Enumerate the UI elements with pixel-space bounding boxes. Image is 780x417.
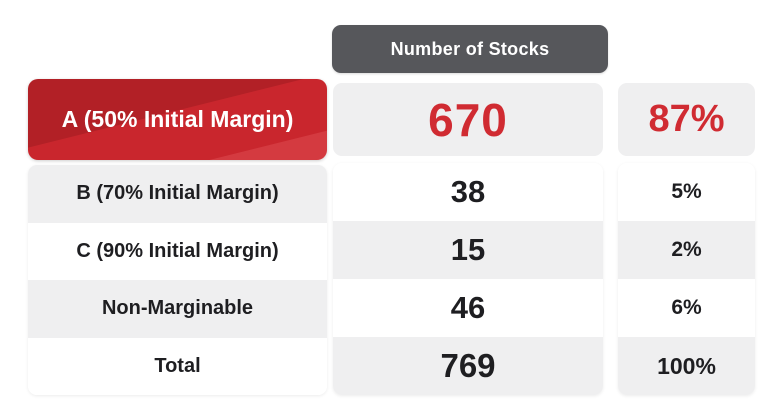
count-column: 38 15 46 769 bbox=[333, 163, 603, 395]
row-c-percent-cell: 2% bbox=[618, 221, 755, 279]
row-c-label-cell: C (90% Initial Margin) bbox=[28, 222, 327, 280]
row-nonmarginable-label-cell: Non-Marginable bbox=[28, 280, 327, 338]
row-a-count: 670 bbox=[428, 93, 508, 146]
row-total-percent-cell: 100% bbox=[618, 337, 755, 395]
number-of-stocks-header: Number of Stocks bbox=[332, 25, 608, 73]
row-nonmarginable-percent-cell: 6% bbox=[618, 279, 755, 337]
row-total-label-cell: Total bbox=[28, 337, 327, 395]
row-b-count-cell: 38 bbox=[333, 163, 603, 221]
number-of-stocks-header-label: Number of Stocks bbox=[390, 38, 550, 59]
row-nonmarginable-count-cell: 46 bbox=[333, 279, 603, 337]
row-b-label-cell: B (70% Initial Margin) bbox=[28, 165, 327, 223]
row-a-label-cell: A (50% Initial Margin) bbox=[28, 79, 327, 160]
row-a-count-cell: 670 bbox=[333, 83, 603, 156]
row-c-count-cell: 15 bbox=[333, 221, 603, 279]
percent-column: 5% 2% 6% 100% bbox=[618, 163, 755, 395]
row-a-percent: 87% bbox=[648, 98, 725, 140]
row-a-percent-cell: 87% bbox=[618, 83, 755, 156]
row-a-label: A (50% Initial Margin) bbox=[61, 106, 294, 132]
row-total-count-cell: 769 bbox=[333, 337, 603, 395]
row-b-percent-cell: 5% bbox=[618, 163, 755, 221]
label-column: B (70% Initial Margin) C (90% Initial Ma… bbox=[28, 165, 327, 395]
